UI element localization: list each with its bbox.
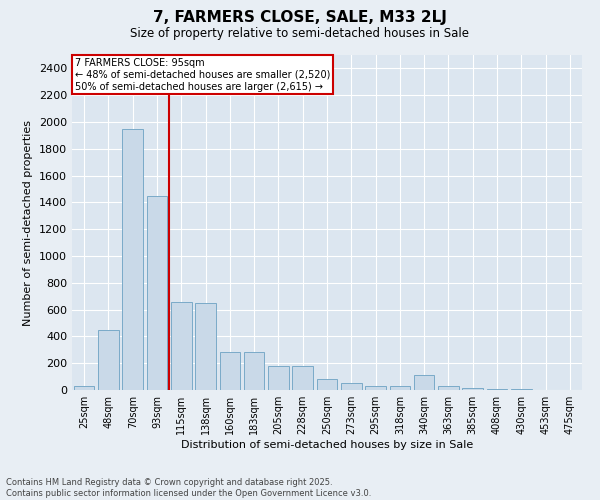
Bar [195, 303, 216, 390]
Bar [414, 376, 434, 390]
Bar [292, 366, 313, 390]
Bar [146, 196, 167, 390]
Bar [171, 302, 191, 390]
Y-axis label: Number of semi-detached properties: Number of semi-detached properties [23, 120, 34, 326]
Text: 7 FARMERS CLOSE: 95sqm
← 48% of semi-detached houses are smaller (2,520)
50% of : 7 FARMERS CLOSE: 95sqm ← 48% of semi-det… [74, 58, 330, 92]
Bar [122, 128, 143, 390]
Bar [244, 352, 265, 390]
Bar [438, 386, 459, 390]
Text: 7, FARMERS CLOSE, SALE, M33 2LJ: 7, FARMERS CLOSE, SALE, M33 2LJ [153, 10, 447, 25]
Bar [365, 386, 386, 390]
Bar [389, 386, 410, 390]
Bar [220, 352, 240, 390]
X-axis label: Distribution of semi-detached houses by size in Sale: Distribution of semi-detached houses by … [181, 440, 473, 450]
Bar [98, 330, 119, 390]
Bar [463, 388, 483, 390]
Bar [268, 366, 289, 390]
Bar [74, 386, 94, 390]
Text: Contains HM Land Registry data © Crown copyright and database right 2025.
Contai: Contains HM Land Registry data © Crown c… [6, 478, 371, 498]
Bar [341, 384, 362, 390]
Bar [317, 380, 337, 390]
Text: Size of property relative to semi-detached houses in Sale: Size of property relative to semi-detach… [131, 28, 470, 40]
